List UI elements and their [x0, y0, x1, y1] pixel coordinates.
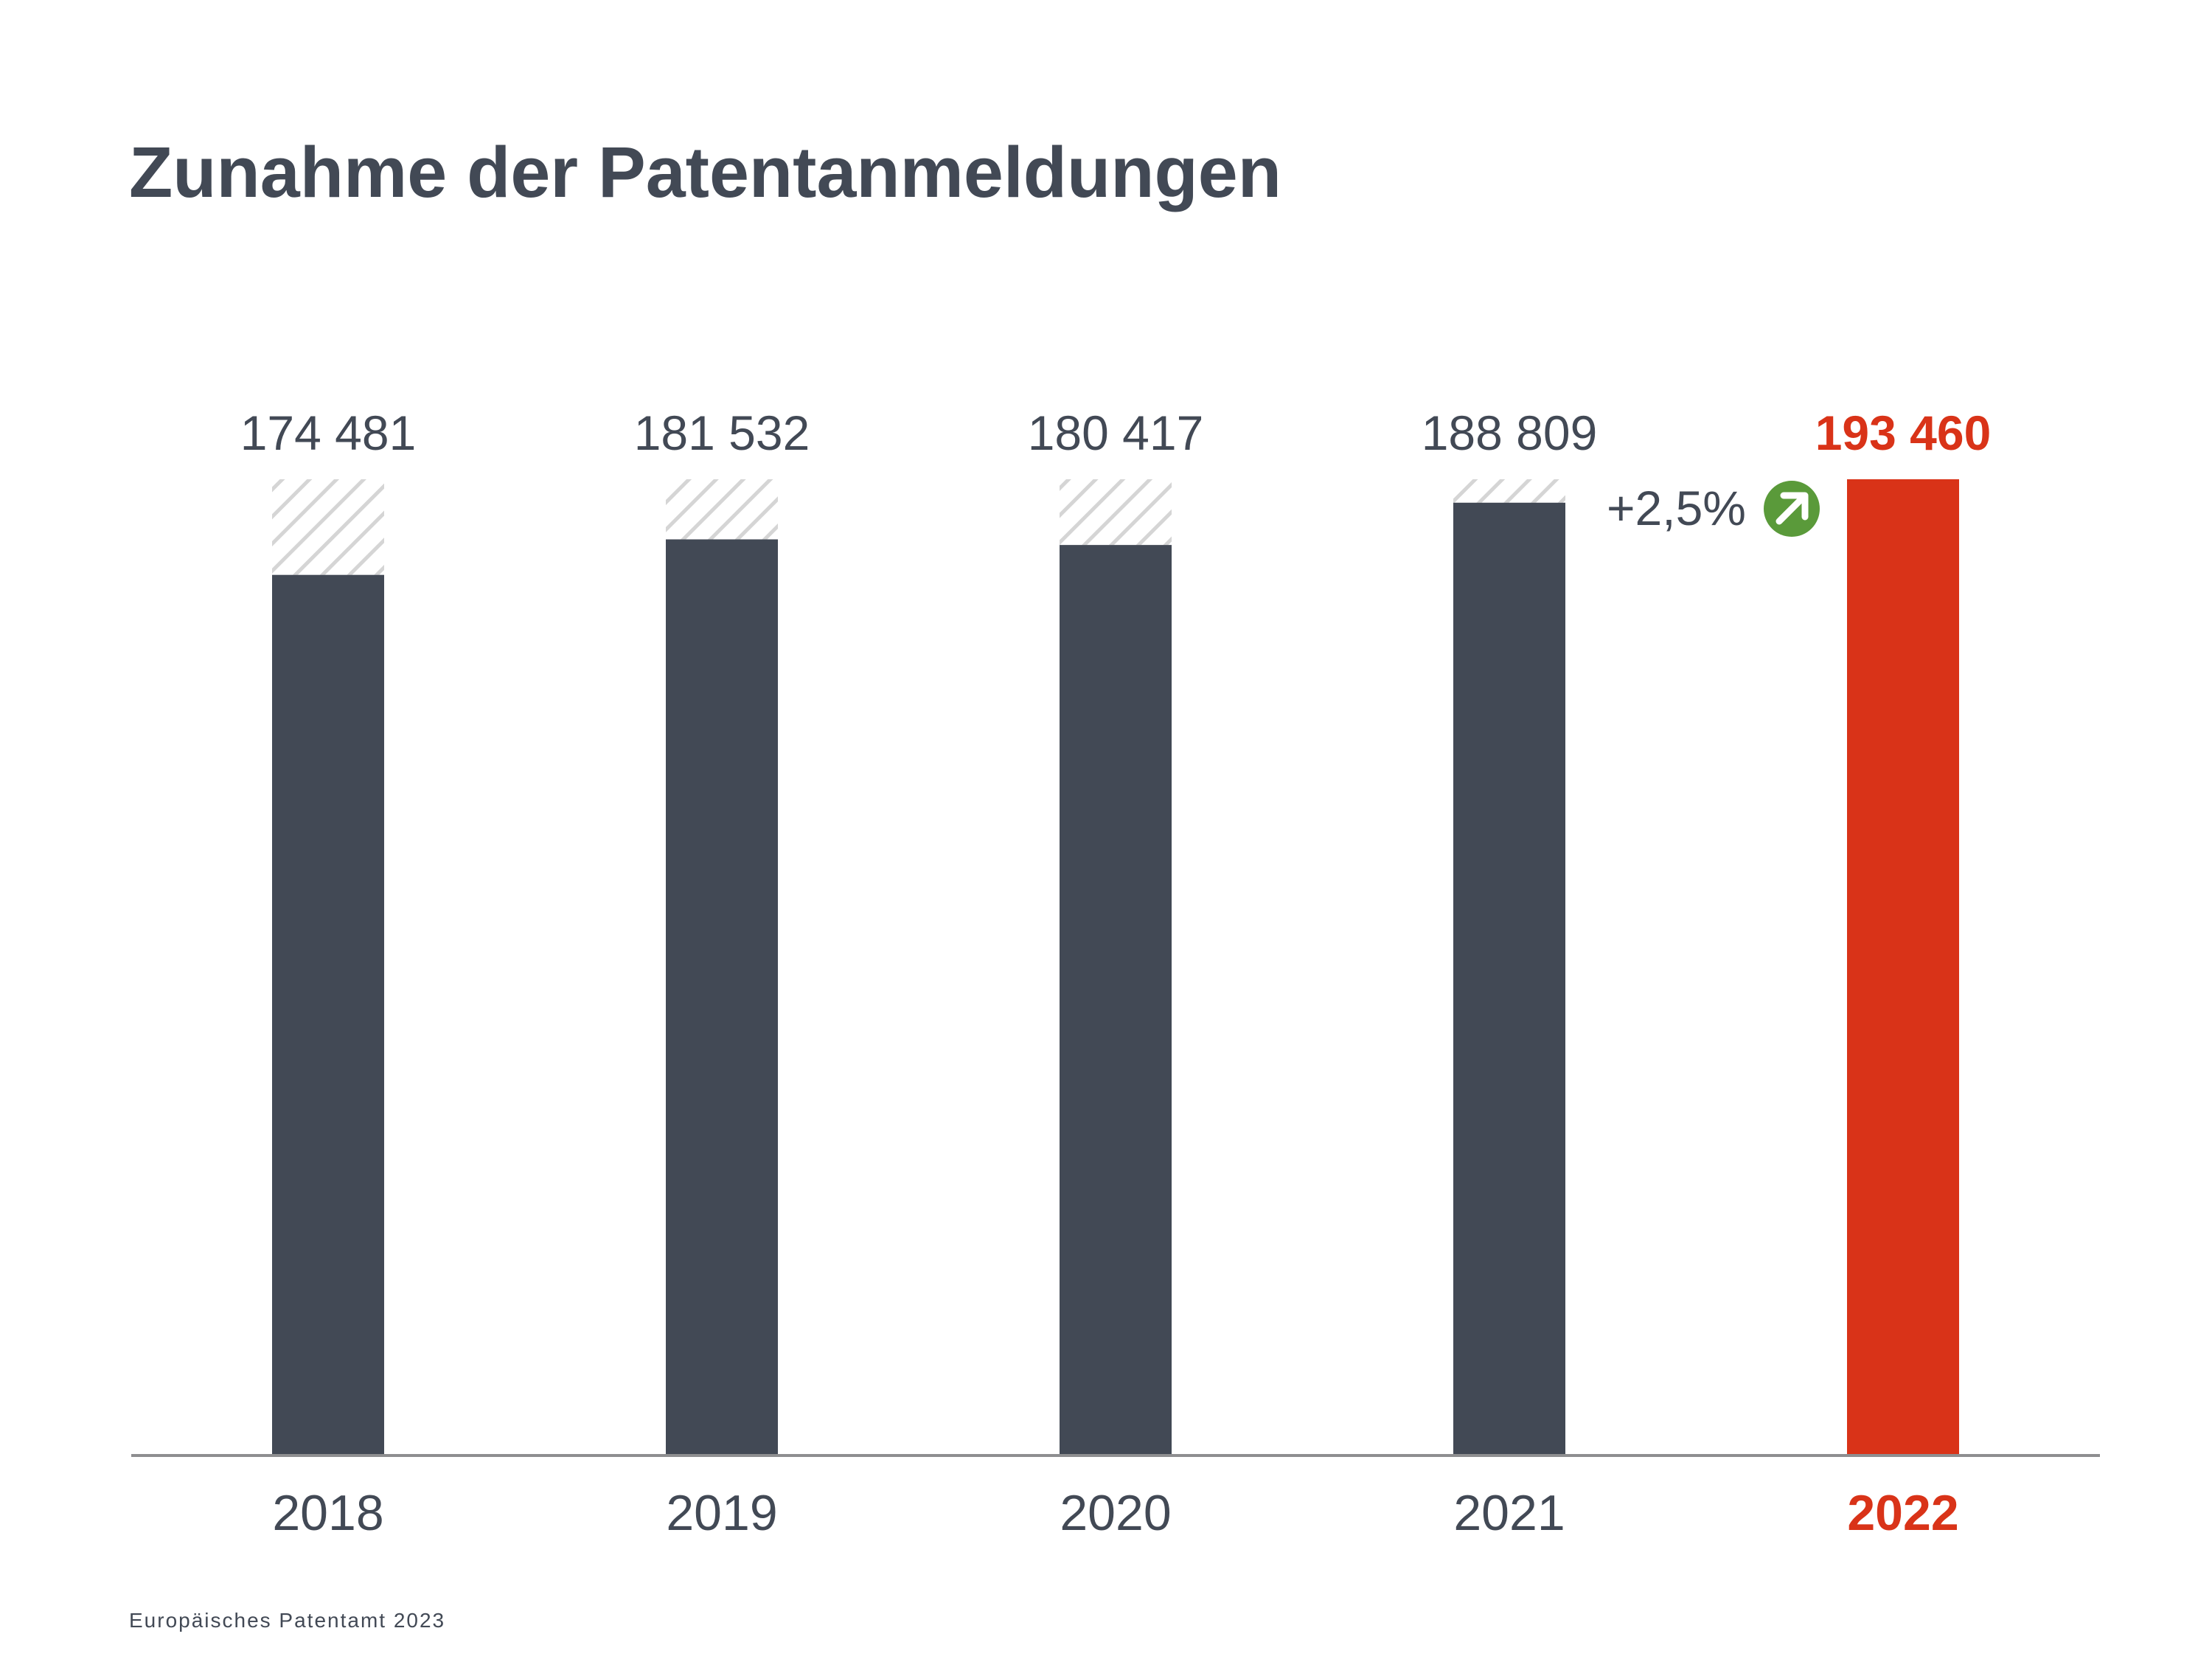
bar-2019 [666, 540, 778, 1454]
bar-reference-hatch-2019 [666, 479, 778, 540]
source-note: Europäisches Patentamt 2023 [129, 1610, 445, 1631]
up-right-arrow-icon [1764, 481, 1820, 537]
bar-2021 [1453, 503, 1565, 1454]
value-label-2019: 181 532 [634, 406, 810, 460]
category-label-2022: 2022 [1847, 1485, 1958, 1541]
bar-2022 [1847, 479, 1959, 1454]
growth-annotation: +2,5% [1607, 481, 1746, 535]
value-label-2022: 193 460 [1815, 406, 1992, 460]
value-label-2018: 174 481 [240, 406, 417, 460]
bar-reference-hatch-2018 [272, 479, 384, 575]
bar-reference-hatch-2021 [1453, 479, 1565, 503]
category-label-2019: 2019 [666, 1485, 777, 1541]
category-label-2021: 2021 [1453, 1485, 1565, 1541]
bar-reference-hatch-2020 [1060, 479, 1172, 545]
value-label-2020: 180 417 [1028, 406, 1204, 460]
bar-2020 [1060, 545, 1172, 1454]
category-label-2018: 2018 [272, 1485, 383, 1541]
value-label-2021: 188 809 [1422, 406, 1598, 460]
bar-2018 [272, 575, 384, 1454]
category-label-2020: 2020 [1060, 1485, 1171, 1541]
